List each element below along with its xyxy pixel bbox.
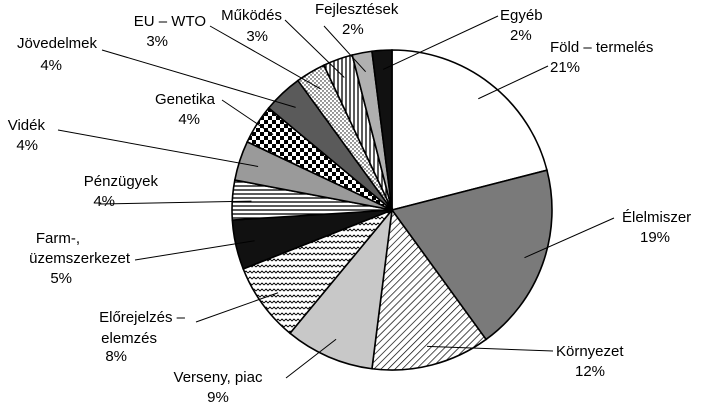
leader-line-genetika bbox=[221, 99, 274, 135]
slice-value-jovedelmek: 4% bbox=[40, 57, 62, 74]
leader-line-verseny-piac bbox=[285, 338, 337, 379]
leader-line-jovedelmek bbox=[101, 49, 296, 108]
pie-slice-egyeb bbox=[371, 49, 393, 211]
slice-name-elelmiszer: Élelmiszer bbox=[622, 209, 691, 226]
pie-slice-kornyezet bbox=[371, 207, 488, 371]
slice-name-elorejelzes-elemzes: Előrejelzés – bbox=[99, 309, 186, 326]
slice-value-verseny-piac: 9% bbox=[207, 389, 229, 405]
slice-value-kornyezet: 12% bbox=[575, 363, 605, 380]
slice-value-farm-uzemszerkezet: 5% bbox=[50, 270, 72, 287]
slice-label-genetika: Genetika 4% bbox=[155, 91, 216, 128]
slice-value-fejlesztesek: 2% bbox=[342, 21, 364, 38]
slice-label-eu-wto: EU – WTO 3% bbox=[134, 13, 206, 50]
pie-slice-elelmiszer bbox=[390, 169, 553, 341]
slice-label-jovedelmek: Jövedelmek 4% bbox=[17, 35, 98, 74]
leader-line-kornyezet bbox=[427, 345, 554, 352]
leader-line-elorejelzes-elemzes bbox=[195, 292, 279, 323]
leader-line-farm-uzemszerkezet bbox=[134, 240, 255, 261]
slice-name-mukodes: Működés bbox=[221, 7, 282, 24]
slice-name-penzugyek: Pénzügyek bbox=[84, 173, 159, 190]
slice-name-farm-uzemszerkezet: üzemszerkezet bbox=[29, 250, 131, 267]
leader-line-elelmiszer bbox=[524, 217, 615, 259]
pie-slice-verseny-piac bbox=[288, 207, 394, 370]
slice-label-elelmiszer: Élelmiszer 19% bbox=[622, 209, 691, 246]
leader-line-fejlesztesek bbox=[323, 25, 366, 73]
slice-label-farm-uzemszerkezet: Farm-, üzemszerkezet 5% bbox=[29, 230, 131, 287]
slice-name-videk: Vidék bbox=[8, 117, 46, 134]
slice-name-eu-wto: EU – WTO bbox=[134, 13, 206, 30]
slice-value-egyeb: 2% bbox=[510, 27, 532, 44]
leader-line-videk bbox=[57, 129, 259, 167]
slice-value-genetika: 4% bbox=[178, 111, 200, 128]
slice-name-fejlesztesek: Fejlesztések bbox=[315, 1, 399, 18]
slice-label-videk: Vidék 4% bbox=[8, 117, 46, 154]
leader-lines bbox=[57, 15, 615, 379]
slice-name-verseny-piac: Verseny, piac bbox=[174, 369, 263, 386]
slice-value-fold-termeles: 21% bbox=[550, 59, 580, 76]
pie-slices bbox=[231, 49, 553, 371]
leader-line-fold-termeles bbox=[478, 65, 549, 100]
slice-label-fold-termeles: Föld – termelés 21% bbox=[550, 39, 653, 76]
leader-line-mukodes bbox=[284, 19, 345, 78]
slice-name-farm-uzemszerkezet: Farm-, bbox=[36, 230, 80, 247]
slice-label-verseny-piac: Verseny, piac 9% bbox=[174, 369, 263, 405]
leader-line-penzugyek bbox=[99, 200, 252, 205]
slice-value-elelmiszer: 19% bbox=[640, 229, 670, 246]
slice-name-genetika: Genetika bbox=[155, 91, 216, 108]
slice-label-egyeb: Egyéb 2% bbox=[500, 7, 543, 44]
leader-line-eu-wto bbox=[209, 25, 321, 90]
slice-labels: Föld – termelés 21% Élelmiszer 19% Környezet… bbox=[8, 1, 691, 405]
slice-name-fold-termeles: Föld – termelés bbox=[550, 39, 653, 56]
slice-value-videk: 4% bbox=[16, 137, 38, 154]
slice-name-kornyezet: Környezet bbox=[556, 343, 624, 360]
slice-name-egyeb: Egyéb bbox=[500, 7, 543, 24]
slice-label-mukodes: Működés 3% bbox=[221, 7, 282, 45]
slice-label-kornyezet: Környezet 12% bbox=[556, 343, 624, 380]
leader-line-egyeb bbox=[382, 15, 499, 70]
pie-slice-fold-termeles bbox=[391, 49, 548, 212]
slice-name-jovedelmek: Jövedelmek bbox=[17, 35, 98, 52]
slice-value-elorejelzes-elemzes: 8% bbox=[105, 348, 127, 365]
slice-value-eu-wto: 3% bbox=[146, 33, 168, 50]
slice-value-mukodes: 3% bbox=[246, 28, 268, 45]
slice-label-penzugyek: Pénzügyek 4% bbox=[84, 173, 159, 210]
slice-label-fejlesztesek: Fejlesztések 2% bbox=[315, 1, 399, 38]
slice-name-elorejelzes-elemzes: elemzés bbox=[101, 330, 157, 347]
slice-value-penzugyek: 4% bbox=[93, 193, 115, 210]
